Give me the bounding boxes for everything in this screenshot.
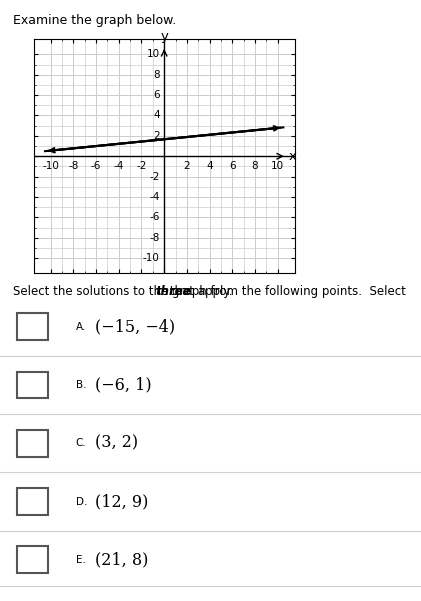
Text: E.: E. [76, 555, 85, 565]
Text: x: x [289, 150, 297, 163]
Text: -10: -10 [42, 161, 59, 171]
Text: (−6, 1): (−6, 1) [95, 376, 152, 394]
Text: 6: 6 [153, 90, 160, 100]
Text: 10: 10 [147, 49, 160, 59]
Text: y: y [160, 30, 168, 43]
Text: 2: 2 [184, 161, 190, 171]
Text: 8: 8 [153, 70, 160, 80]
Text: Select the solutions to the graph from the following points.  Select: Select the solutions to the graph from t… [13, 285, 409, 299]
Text: (−15, −4): (−15, −4) [95, 318, 175, 335]
Text: D.: D. [76, 496, 87, 507]
Text: A.: A. [76, 322, 86, 332]
Text: that apply.: that apply. [165, 285, 232, 299]
Text: (21, 8): (21, 8) [95, 551, 148, 569]
Text: (12, 9): (12, 9) [95, 493, 148, 510]
Text: Examine the graph below.: Examine the graph below. [13, 14, 176, 27]
Text: -2: -2 [149, 172, 160, 182]
Text: C.: C. [76, 438, 87, 448]
Text: 4: 4 [206, 161, 213, 171]
Text: 2: 2 [153, 131, 160, 141]
Text: B.: B. [76, 380, 86, 390]
Text: three: three [155, 285, 191, 299]
Text: -4: -4 [149, 192, 160, 202]
Text: -4: -4 [114, 161, 124, 171]
Text: (3, 2): (3, 2) [95, 435, 138, 452]
Text: -6: -6 [149, 212, 160, 222]
Text: -2: -2 [136, 161, 147, 171]
Text: -8: -8 [68, 161, 79, 171]
Text: 6: 6 [229, 161, 236, 171]
Text: 10: 10 [271, 161, 284, 171]
Text: -6: -6 [91, 161, 101, 171]
Text: -8: -8 [149, 233, 160, 243]
Text: 8: 8 [252, 161, 258, 171]
Text: -10: -10 [143, 253, 160, 263]
Text: 4: 4 [153, 111, 160, 120]
